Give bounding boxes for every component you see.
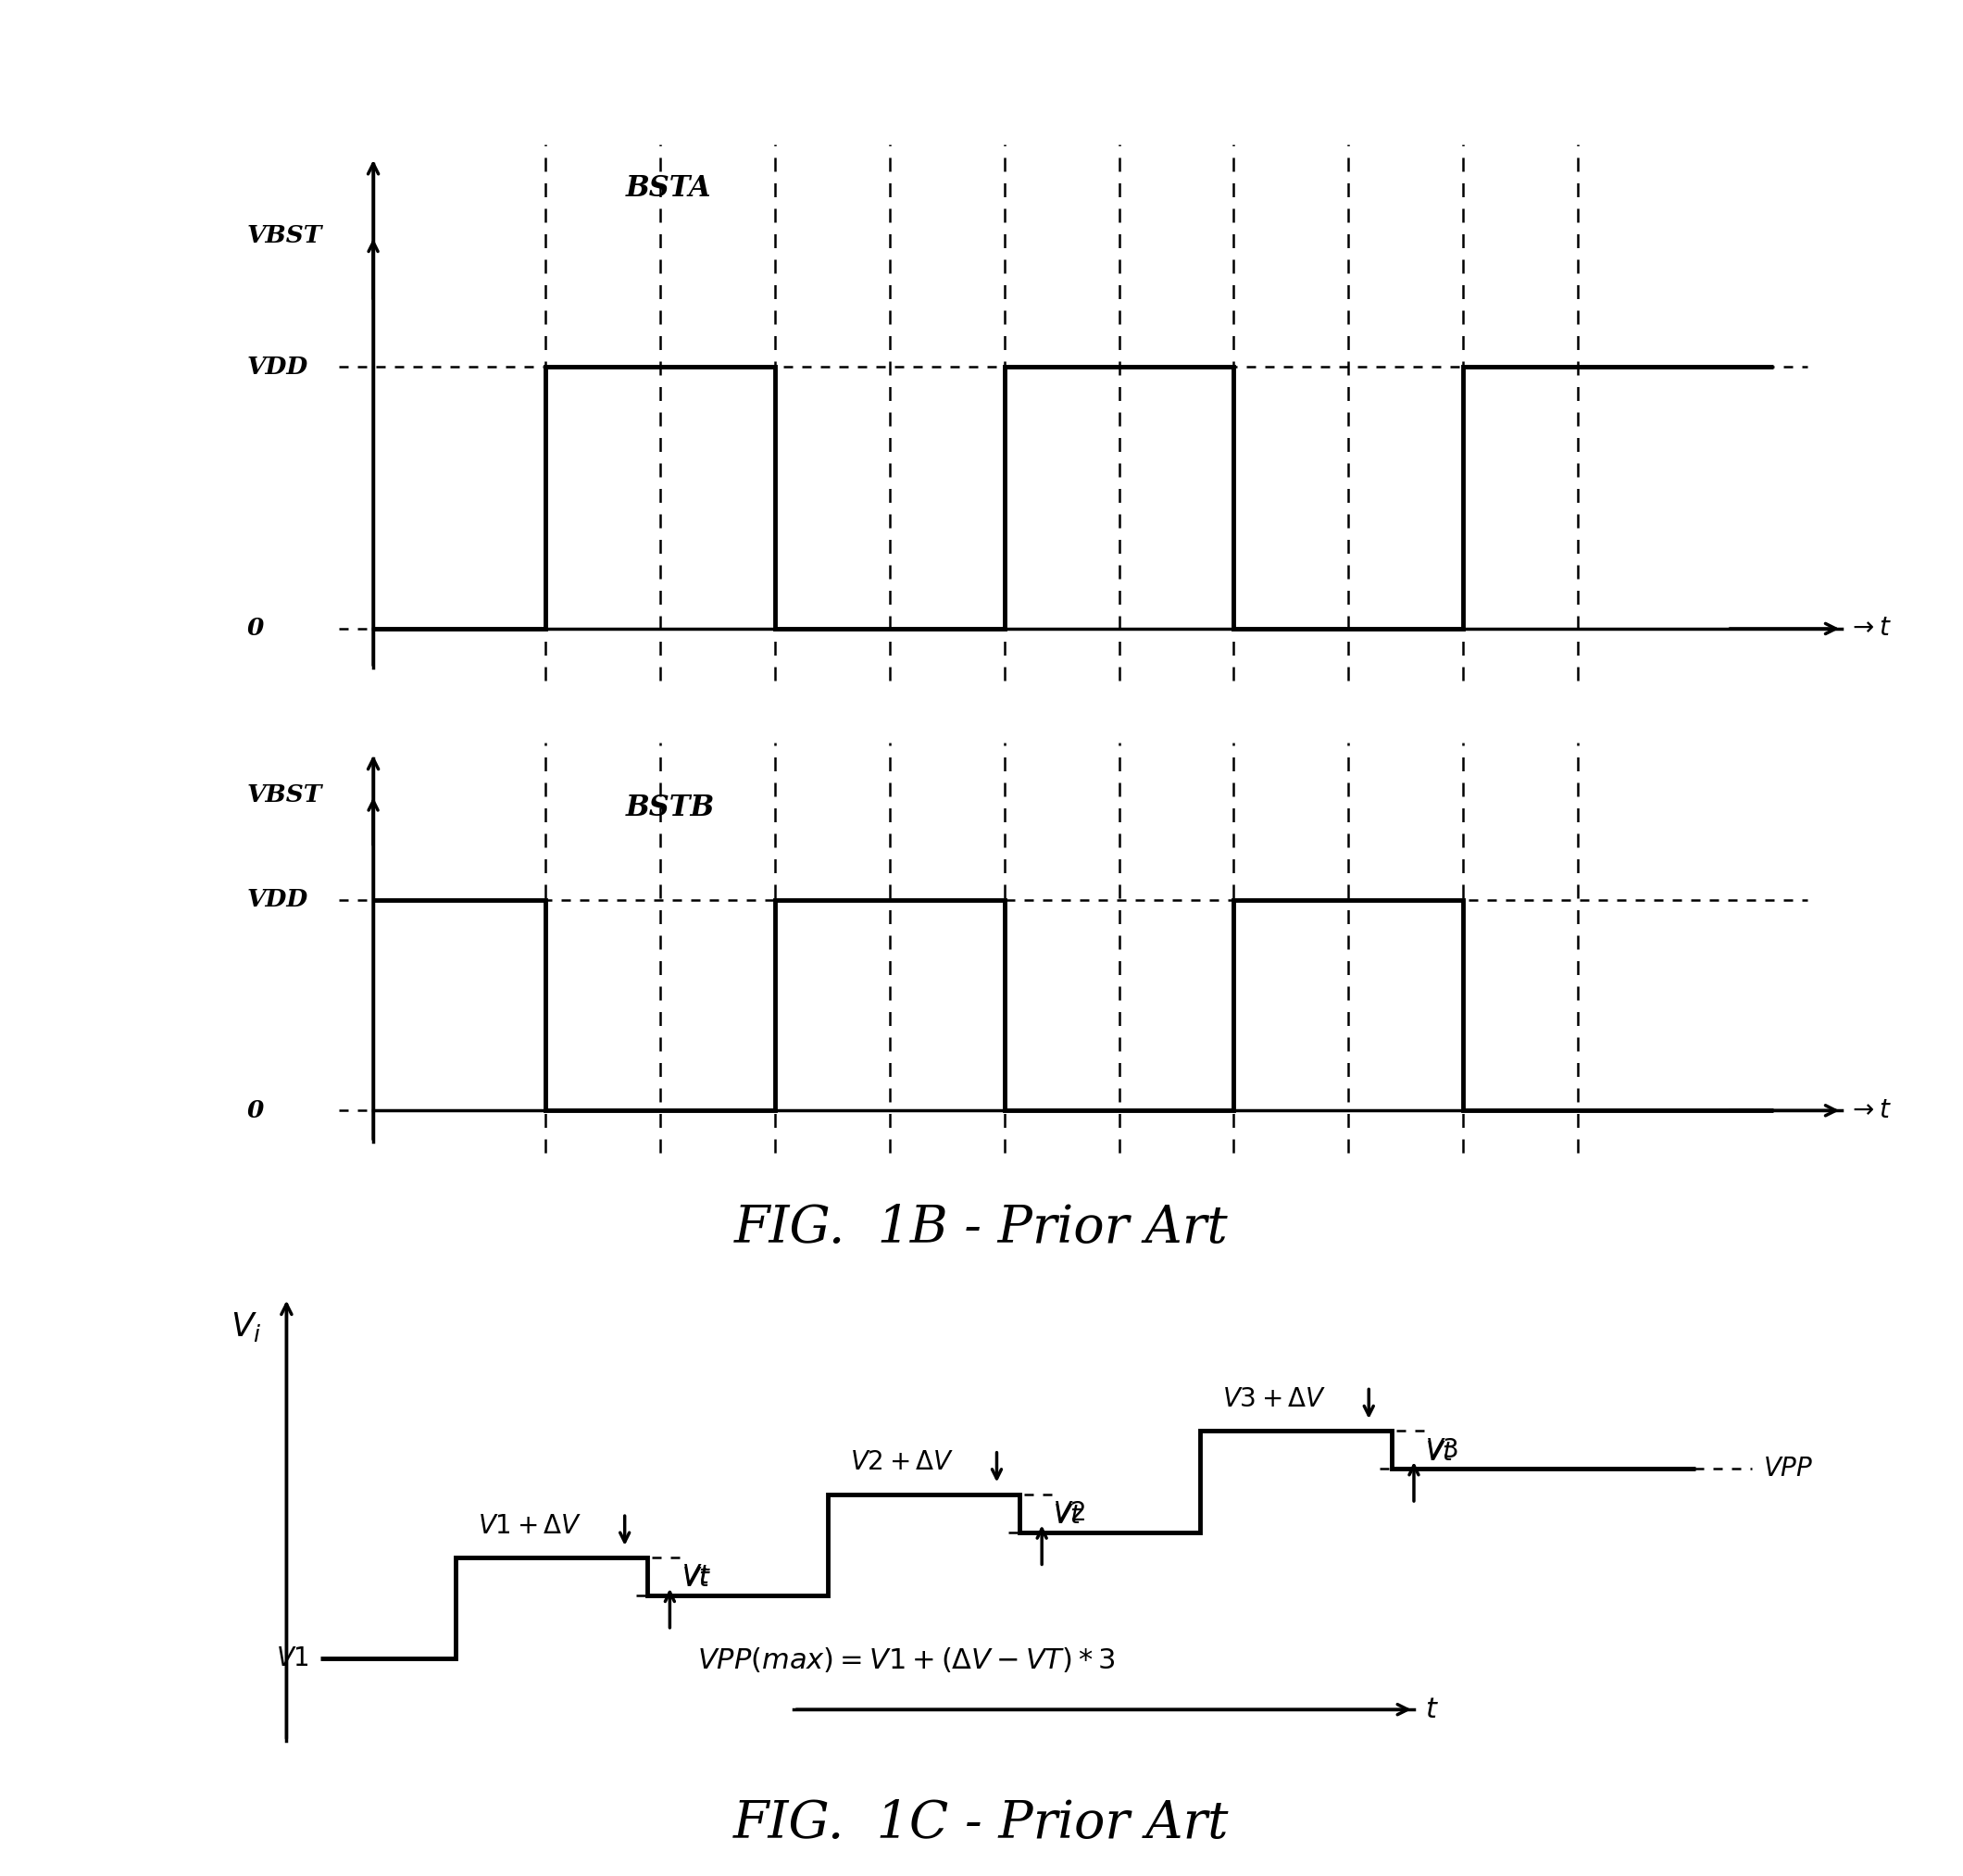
Text: $Vt$: $Vt$: [681, 1566, 711, 1593]
Text: FIG.  1C - Prior Art: FIG. 1C - Prior Art: [734, 1797, 1229, 1850]
Text: $V3+\Delta V$: $V3+\Delta V$: [1223, 1386, 1327, 1413]
Text: $V1$: $V1$: [275, 1647, 308, 1672]
Text: $Vt$: $Vt$: [1052, 1505, 1084, 1529]
Text: $VPP(max)=V1+(\Delta V-VT)*3$: $VPP(max)=V1+(\Delta V-VT)*3$: [697, 1645, 1115, 1675]
Text: $V1+\Delta V$: $V1+\Delta V$: [479, 1514, 583, 1538]
Text: $Vt$: $Vt$: [1425, 1441, 1455, 1465]
Text: FIG.  1B - Prior Art: FIG. 1B - Prior Art: [734, 1203, 1229, 1255]
Text: BSTB: BSTB: [626, 794, 715, 822]
Text: $V_i$: $V_i$: [230, 1311, 261, 1343]
Text: VDD: VDD: [247, 889, 308, 912]
Text: VBST: VBST: [247, 782, 322, 807]
Text: $\rightarrow t$: $\rightarrow t$: [1847, 1097, 1892, 1124]
Text: $V2+\Delta V$: $V2+\Delta V$: [850, 1450, 954, 1475]
Text: BSTA: BSTA: [626, 174, 711, 203]
Text: $Vt$: $Vt$: [681, 1565, 711, 1589]
Text: VDD: VDD: [247, 355, 308, 379]
Text: 0: 0: [247, 1099, 265, 1122]
Text: $VPP$: $VPP$: [1763, 1456, 1814, 1482]
Text: $\rightarrow t$: $\rightarrow t$: [1847, 615, 1892, 642]
Text: VBST: VBST: [247, 225, 322, 248]
Text: $t$: $t$: [1425, 1696, 1439, 1724]
Text: $V3$: $V3$: [1425, 1437, 1459, 1463]
Text: 0: 0: [247, 617, 265, 640]
Text: $V2$: $V2$: [1052, 1501, 1086, 1525]
